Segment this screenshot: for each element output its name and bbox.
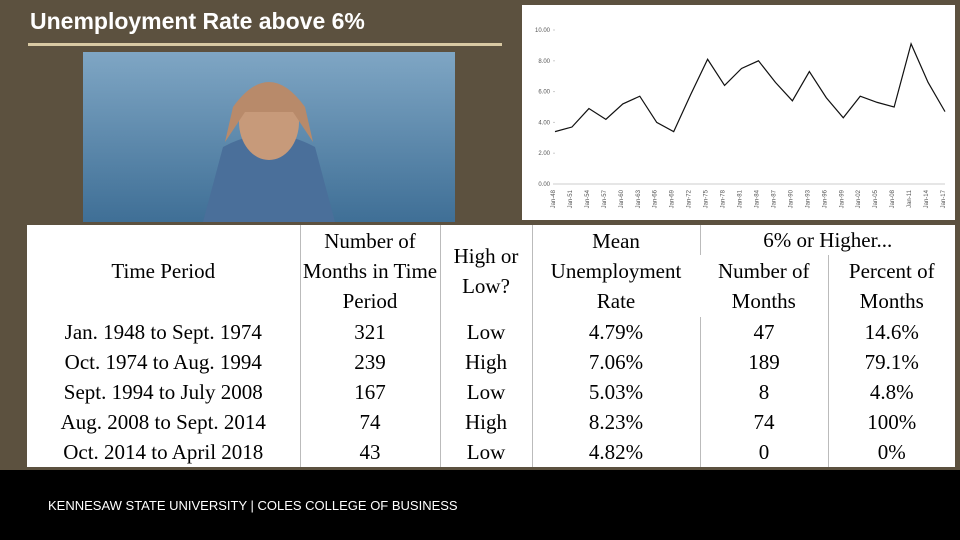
table-cell: High [439,407,532,437]
x-tick-label: Jan-02 [856,189,862,208]
table-row: Aug. 2008 to Sept. 2014 74 High 8.23% 74 100% [27,407,955,437]
slide-title: Unemployment Rate above 6% [30,8,365,34]
table-row: Jan. 1948 to Sept. 1974 321 Low 4.79% 47 14.6… [27,317,955,347]
footer-band [0,470,960,540]
table-cell: 8 [699,377,828,407]
table-cell: 239 [299,347,440,377]
x-tick-label: Jan-05 [873,189,879,208]
header-cell: Mean Unemployment Rate [531,225,700,317]
table-cell: 7.06% [531,347,700,377]
table-cell: 5.03% [531,377,700,407]
header-cell: Number of Months in Time Period [299,225,440,317]
table-cell: Oct. 1974 to Aug. 1994 [64,350,262,374]
table-cell: 4.79% [531,317,700,347]
x-tick-label: Jan-66 [653,189,659,208]
table-cell: 0 [699,437,828,467]
header-cell: Percent of Months [827,255,955,317]
header-cell: High or Low? [439,225,532,317]
x-tick-label: Jan-96 [822,189,828,208]
header-cell: Time Period [111,259,216,283]
y-tick-label: 10.00 [535,28,551,34]
photo [83,52,455,222]
table-cell: Jan. 1948 to Sept. 1974 [64,320,262,344]
table-cell: 8.23% [531,407,700,437]
x-tick-label: Jan-81 [738,189,744,208]
table-cell: 4.82% [531,437,700,467]
title-rule [28,43,502,46]
x-tick-label: Jan-99 [839,189,845,208]
x-tick-label: Jan-14 [924,189,930,208]
table-cell: 74 [299,407,440,437]
x-tick-label: Jan-17 [941,189,947,208]
table-cell: 100% [827,407,955,437]
table-cell: 0% [827,437,955,467]
x-tick-label: Jan-48 [551,189,557,208]
table-cell: 79.1% [827,347,955,377]
x-tick-label: Jan-75 [704,189,710,208]
table-row: Oct. 2014 to April 2018 43 Low 4.82% 0 0% [27,437,955,467]
table-cell: Aug. 2008 to Sept. 2014 [60,410,266,434]
x-tick-label: Jan-87 [771,189,777,208]
table-row: Sept. 1994 to July 2008 167 Low 5.03% 8 4.8% [27,377,955,407]
table-cell: 189 [699,347,828,377]
x-tick-label: Jan-57 [602,189,608,208]
x-tick-label: Jan-78 [721,189,727,208]
table-cell: Low [439,317,532,347]
table-cell: Sept. 1994 to July 2008 [63,380,263,404]
data-line [554,42,946,133]
table-cell: 43 [299,437,440,467]
table-cell: Oct. 2014 to April 2018 [63,440,264,464]
x-tick-label: Jan-11 [907,189,913,208]
header-cell: Number of Months [717,259,810,313]
y-tick-label: 2.00 [538,151,550,157]
x-tick-label: Jan-63 [636,189,642,208]
footer-text: KENNESAW STATE UNIVERSITY | COLES COLLEG… [48,498,458,513]
header-cell: 6% or Higher... [699,225,955,255]
x-tick-label: Jan-84 [754,189,760,208]
y-tick-label: 6.00 [538,90,550,96]
table-cell: 321 [299,317,440,347]
line-chart: 0.00 2.00 4.00 6.00 8.00 10.00 Jan-48 Jan-51 Jan… [522,5,955,220]
y-tick-label: 4.00 [538,120,550,126]
x-tick-label: Jan-69 [670,189,676,208]
x-tick-label: Jan-51 [568,189,574,208]
table-cell: 14.6% [827,317,955,347]
x-tick-label: Jan-93 [805,189,811,208]
table-cell: 4.8% [827,377,955,407]
x-tick-label: Jan-90 [788,189,794,208]
y-tick-label: 8.00 [538,59,550,65]
table-cell: Low [439,377,532,407]
table-row: Oct. 1974 to Aug. 1994 239 High 7.06% 189 79.… [27,347,955,377]
table-cell: 167 [299,377,440,407]
y-tick-label: 0.00 [538,182,550,188]
table-cell: High [439,347,532,377]
data-table: Time Period Number of Months in Time Per… [27,225,955,467]
table-cell: Low [439,437,532,467]
x-tick-label: Jan-72 [687,189,693,208]
x-tick-label: Jan-08 [890,189,896,208]
table-cell: 47 [699,317,828,347]
table-cell: 74 [699,407,828,437]
x-tick-label: Jan-60 [619,189,625,208]
x-tick-label: Jan-54 [585,189,591,208]
